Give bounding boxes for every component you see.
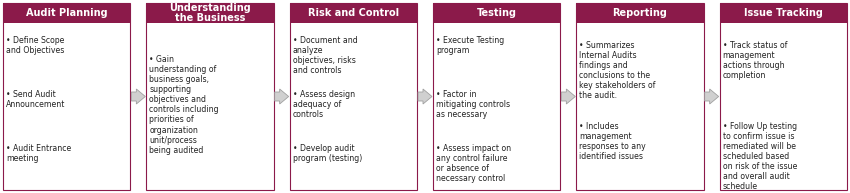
- Text: • Assess impact on
any control failure
or absence of
necessary control: • Assess impact on any control failure o…: [436, 144, 511, 183]
- Text: • Includes
management
responses to any
identified issues: • Includes management responses to any i…: [580, 122, 646, 161]
- FancyBboxPatch shape: [290, 3, 417, 23]
- Text: • Factor in
mitigating controls
as necessary: • Factor in mitigating controls as neces…: [436, 90, 510, 119]
- FancyBboxPatch shape: [576, 3, 704, 23]
- Text: • Document and
analyze
objectives, risks
and controls: • Document and analyze objectives, risks…: [292, 36, 357, 75]
- Text: • Summarizes
Internal Audits
findings and
conclusions to the
key stakeholders of: • Summarizes Internal Audits findings an…: [580, 41, 655, 100]
- FancyArrow shape: [561, 89, 575, 104]
- Text: Understanding
the Business: Understanding the Business: [169, 3, 251, 23]
- FancyBboxPatch shape: [146, 3, 274, 190]
- Text: Risk and Control: Risk and Control: [308, 8, 399, 18]
- Text: • Execute Testing
program: • Execute Testing program: [436, 36, 504, 55]
- Text: • Follow Up testing
to confirm issue is
remediated will be
scheduled based
on ri: • Follow Up testing to confirm issue is …: [722, 122, 797, 191]
- FancyArrow shape: [132, 89, 145, 104]
- FancyBboxPatch shape: [290, 3, 417, 190]
- FancyBboxPatch shape: [433, 3, 560, 23]
- FancyBboxPatch shape: [720, 3, 847, 23]
- FancyArrow shape: [418, 89, 432, 104]
- Text: • Define Scope
and Objectives: • Define Scope and Objectives: [6, 36, 65, 55]
- FancyBboxPatch shape: [3, 3, 130, 190]
- Text: Testing: Testing: [477, 8, 517, 18]
- FancyBboxPatch shape: [720, 3, 847, 190]
- FancyArrow shape: [275, 89, 289, 104]
- Text: • Audit Entrance
meeting: • Audit Entrance meeting: [6, 144, 71, 163]
- Text: • Assess design
adequacy of
controls: • Assess design adequacy of controls: [292, 90, 354, 119]
- Text: • Track status of
management
actions through
completion: • Track status of management actions thr…: [722, 41, 787, 80]
- FancyBboxPatch shape: [3, 3, 130, 23]
- Text: Reporting: Reporting: [613, 8, 667, 18]
- Text: • Develop audit
program (testing): • Develop audit program (testing): [292, 144, 362, 163]
- Text: Audit Planning: Audit Planning: [26, 8, 107, 18]
- Text: • Send Audit
Announcement: • Send Audit Announcement: [6, 90, 65, 109]
- FancyBboxPatch shape: [576, 3, 704, 190]
- FancyBboxPatch shape: [146, 3, 274, 23]
- FancyArrow shape: [705, 89, 718, 104]
- Text: • Gain
understanding of
business goals,
supporting
objectives and
controls inclu: • Gain understanding of business goals, …: [150, 55, 219, 155]
- Text: Issue Tracking: Issue Tracking: [744, 8, 823, 18]
- FancyBboxPatch shape: [433, 3, 560, 190]
